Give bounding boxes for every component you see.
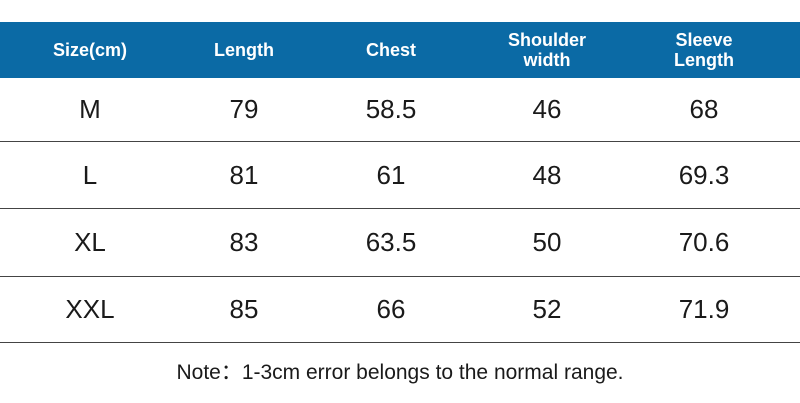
table-cell: 70.6 xyxy=(678,227,730,257)
table-row: XL 83 63.5 50 70.6 xyxy=(0,209,800,277)
table-cell: 79 xyxy=(229,94,259,124)
table-row: XXL 85 66 52 71.9 xyxy=(0,277,800,343)
table-cell: M xyxy=(79,94,101,124)
header-cell: Sleeve Length xyxy=(674,30,734,70)
table-cell: 81 xyxy=(229,159,259,190)
table-cell: 68 xyxy=(689,94,719,124)
table-cell: 58.5 xyxy=(365,94,417,124)
table-cell: 46 xyxy=(532,94,562,124)
table-cell: 85 xyxy=(229,294,259,324)
header-cell: Length xyxy=(214,40,274,60)
table-row: L 81 61 48 69.3 xyxy=(0,142,800,209)
header-cell: Shoulder width xyxy=(507,30,586,70)
table-cell: 50 xyxy=(532,227,562,257)
table-cell: 63.5 xyxy=(365,227,417,257)
header-cell: Chest xyxy=(365,40,416,60)
table-cell: 69.3 xyxy=(678,159,730,190)
table-cell: 66 xyxy=(376,294,406,324)
table-header: Size(cm) Length Chest Shoulder width Sleeve … xyxy=(0,22,800,78)
table-cell: 83 xyxy=(229,227,259,257)
table-cell: 61 xyxy=(376,159,406,190)
table-cell: XXL xyxy=(65,294,115,324)
header-cell: Size(cm) xyxy=(52,40,128,60)
table-cell: 48 xyxy=(532,159,562,190)
note: Note：1-3cm error belongs to the normal r… xyxy=(176,361,624,384)
table-cell: XL xyxy=(74,227,106,257)
table-cell: 52 xyxy=(532,294,562,324)
table-cell: 71.9 xyxy=(678,294,730,324)
table-row: M 79 58.5 46 68 xyxy=(0,78,800,142)
table-cell: L xyxy=(82,159,98,190)
